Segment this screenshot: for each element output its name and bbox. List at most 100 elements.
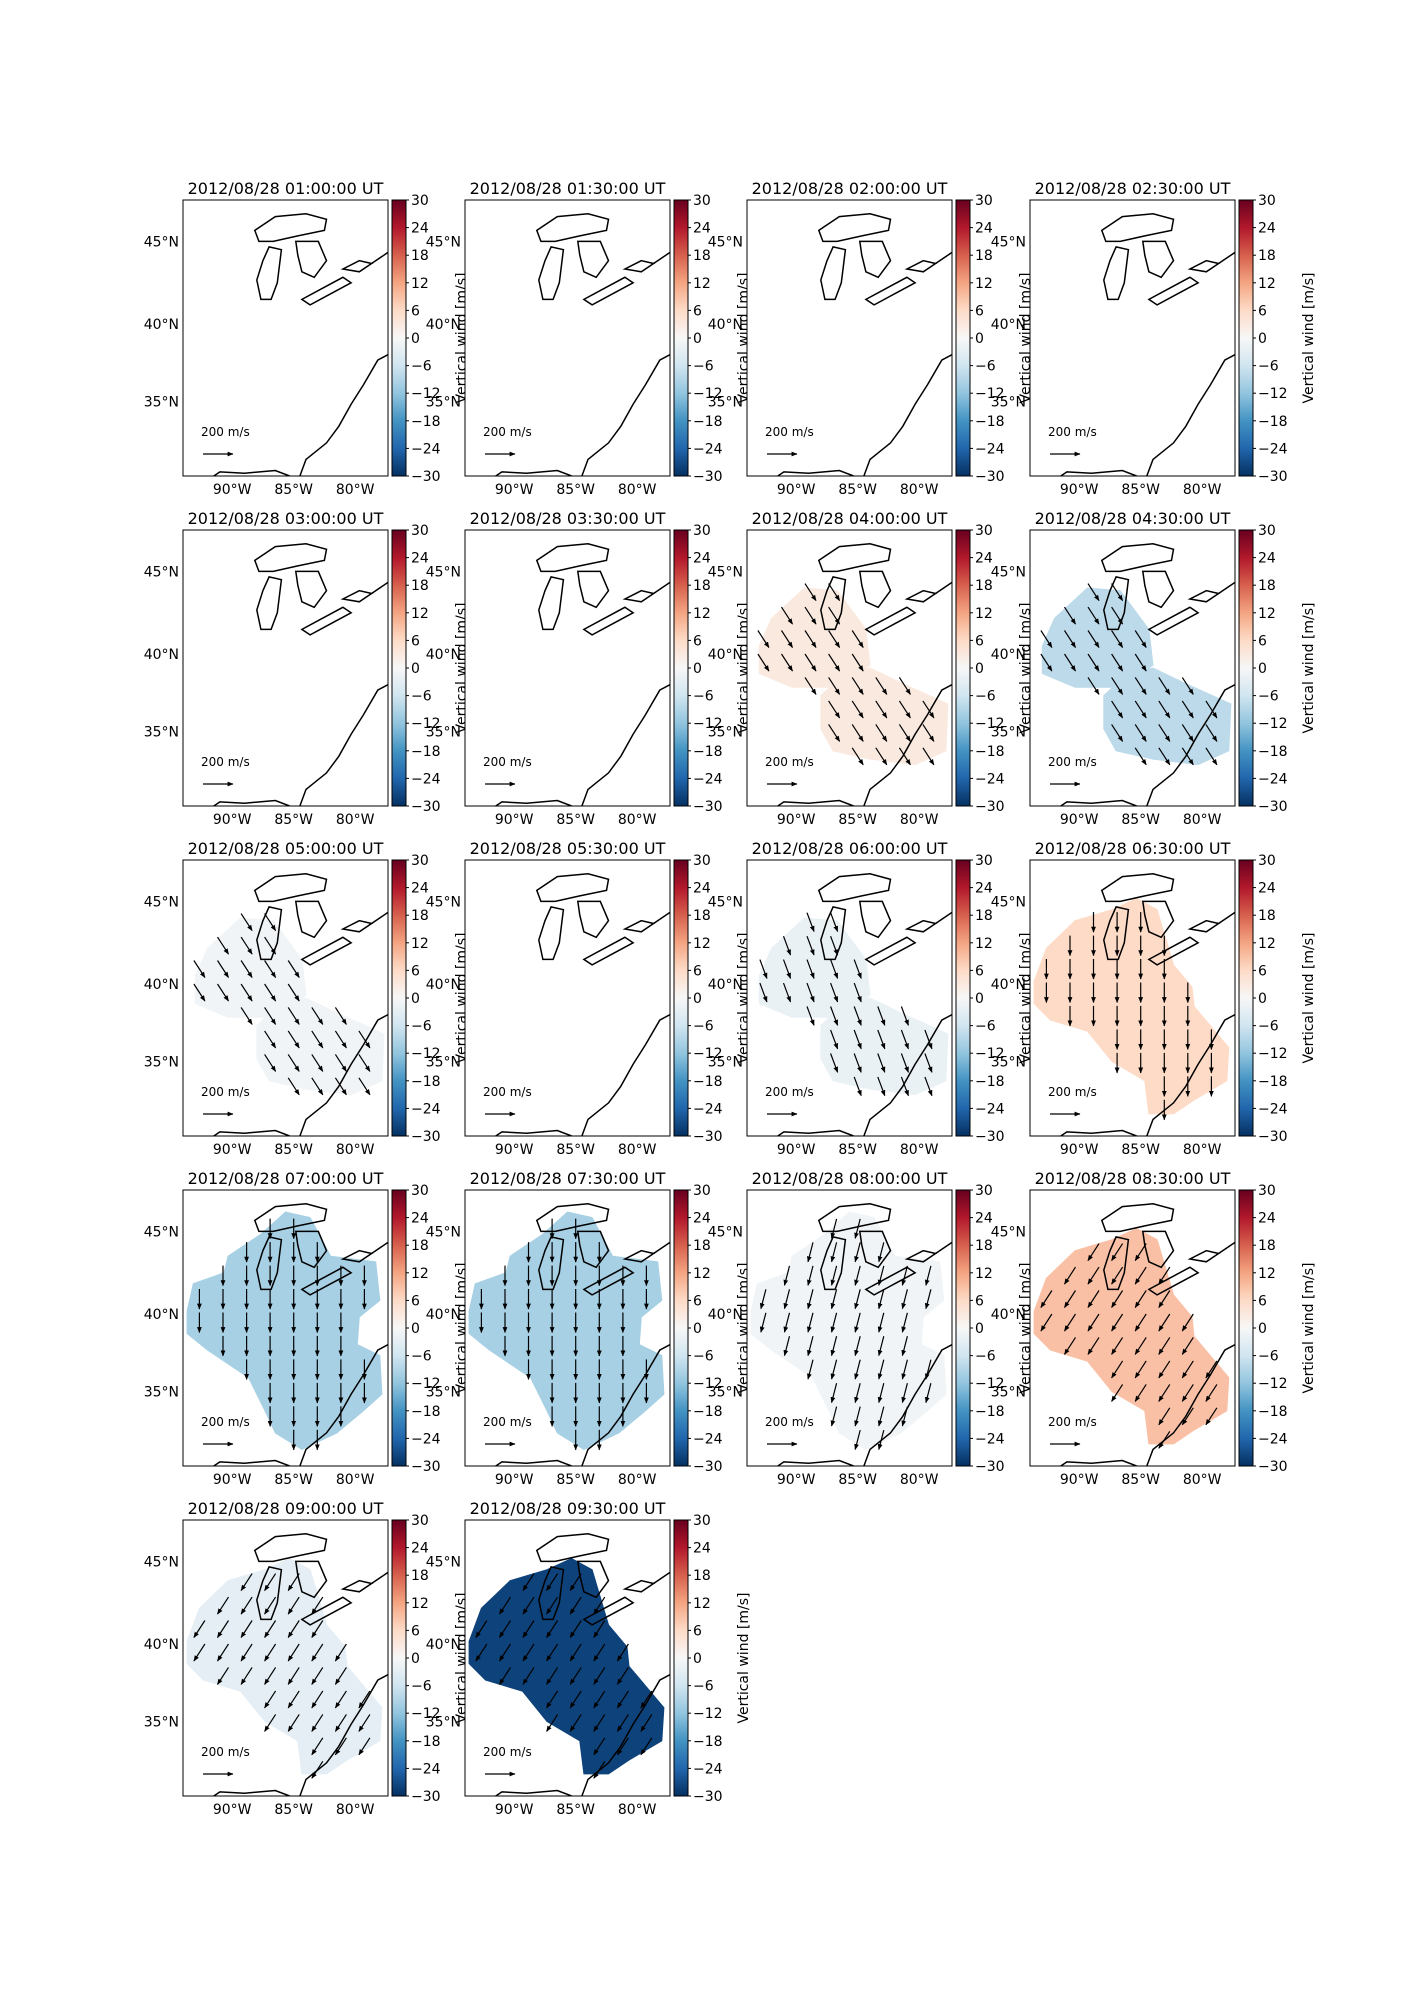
lon-label: 90°W — [495, 1142, 534, 1158]
lat-label: 35°N — [708, 724, 743, 740]
wind-arrow — [853, 982, 862, 1003]
wind-arrow — [311, 1077, 324, 1096]
colorbar-tick-label: 6 — [1258, 633, 1267, 649]
wind-arrow — [854, 1383, 861, 1404]
colorbar-tick-label: 18 — [975, 1238, 993, 1254]
lake-outline — [538, 246, 565, 301]
wind-arrow — [1181, 1337, 1194, 1355]
wind-arrow — [759, 959, 768, 979]
colorbar — [391, 1189, 407, 1467]
lon-label: 80°W — [900, 1472, 939, 1488]
wind-arrow — [287, 1077, 300, 1096]
colorbar-tick-label: 18 — [975, 578, 993, 594]
lon-label: 90°W — [213, 482, 252, 498]
wind-arrow — [1040, 630, 1053, 649]
wind-arrow — [593, 1643, 606, 1662]
colorbar — [1238, 859, 1254, 1137]
colorbar-tick-label: −30 — [1258, 1459, 1288, 1475]
lake-outline — [858, 900, 892, 939]
scale-arrow-label: 200 m/s — [201, 425, 250, 439]
map-frame — [746, 1189, 953, 1467]
colorbar-tick-label: −30 — [411, 1129, 441, 1145]
coastline — [1146, 353, 1235, 476]
colorbar-tick-label: −24 — [411, 1101, 441, 1117]
coastline — [581, 1343, 670, 1466]
lon-label: 80°W — [336, 482, 375, 498]
lake-outline — [1103, 246, 1130, 301]
colorbar-tick-label: 0 — [411, 1321, 420, 1337]
map-frame — [1029, 199, 1236, 477]
scale-arrow-label: 200 m/s — [765, 425, 814, 439]
map-frame — [1029, 529, 1236, 807]
lon-label: 90°W — [1060, 1472, 1099, 1488]
wind-arrow — [546, 1643, 559, 1662]
lat-label: 45°N — [426, 564, 461, 580]
lat-label: 45°N — [144, 1224, 179, 1240]
wind-arrow — [854, 1406, 861, 1427]
wind-arrow — [1181, 700, 1194, 719]
gulf-coastline — [495, 799, 572, 806]
wind-arrow — [1134, 747, 1147, 766]
river-outline — [1218, 911, 1235, 925]
wind-arrow — [522, 1620, 535, 1639]
wind-arrow — [1158, 677, 1171, 695]
colorbar-tick-label: −12 — [975, 1046, 1005, 1062]
wind-arrow — [311, 1007, 324, 1025]
plot-area — [747, 200, 952, 476]
lon-label: 85°W — [556, 482, 595, 498]
wind-arrow — [640, 1690, 653, 1709]
colorbar-label: Vertical wind [m/s] — [1301, 1263, 1317, 1394]
lake-outline — [256, 246, 283, 301]
wind-arrow — [1205, 747, 1218, 766]
lon-label: 90°W — [777, 1142, 816, 1158]
lon-label: 90°W — [213, 1802, 252, 1818]
colorbar-tick-label: 0 — [411, 1651, 420, 1667]
lat-label: 40°N — [144, 977, 179, 993]
lake-outline — [1100, 213, 1175, 243]
gulf-coastline — [495, 1129, 572, 1136]
gulf-coastline — [213, 1459, 290, 1466]
lon-label: 80°W — [618, 1472, 657, 1488]
wind-arrow — [1181, 1384, 1194, 1402]
map-frame — [464, 859, 671, 1137]
colorbar-tick-label: −18 — [1258, 414, 1288, 430]
colorbar-tick-label: −30 — [693, 799, 723, 815]
colorbar — [955, 859, 971, 1137]
wind-arrow — [1158, 1384, 1171, 1402]
lat-label: 35°N — [708, 1384, 743, 1400]
lake-outline — [253, 1203, 328, 1233]
colorbar-tick-label: 6 — [1258, 303, 1267, 319]
colorbar-tick-label: −18 — [1258, 744, 1288, 760]
gulf-coastline — [1060, 469, 1137, 476]
wind-arrow — [807, 1265, 814, 1286]
colorbar-tick-label: 30 — [411, 193, 429, 209]
colorbar-tick-label: 18 — [975, 248, 993, 264]
colorbar-tick-label: 0 — [1258, 1321, 1267, 1337]
wind-arrow — [546, 1690, 559, 1709]
wind-arrow — [1111, 1290, 1124, 1309]
colorbar-tick-label: 18 — [693, 1238, 711, 1254]
river-outline — [371, 251, 388, 265]
colorbar-tick-label: −18 — [411, 1074, 441, 1090]
lat-label: 40°N — [708, 977, 743, 993]
lat-label: 45°N — [991, 1224, 1026, 1240]
lake-outline — [1141, 570, 1175, 609]
wind-arrow — [806, 935, 815, 956]
colorbar — [673, 1519, 689, 1797]
lat-label: 40°N — [708, 647, 743, 663]
lat-label: 45°N — [991, 894, 1026, 910]
wind-arrow — [1181, 724, 1194, 742]
colorbar-tick-label: −6 — [975, 1349, 996, 1365]
scale-arrow-label: 200 m/s — [201, 1415, 250, 1429]
map-panel: 2012/08/28 07:30:00 UT 200 m/s 45°N 40°N 35°… — [426, 1169, 752, 1488]
wind-arrow — [1205, 700, 1218, 719]
river-outline — [371, 1571, 388, 1585]
wind-arrow — [1111, 1384, 1124, 1402]
wind-arrow — [901, 1336, 908, 1357]
lon-label: 85°W — [274, 1472, 313, 1488]
colorbar-tick-label: −24 — [693, 441, 723, 457]
colorbar-tick-label: 12 — [1258, 606, 1276, 622]
colorbar-tick-label: 0 — [693, 1321, 702, 1337]
wind-arrow — [877, 1242, 885, 1263]
wind-arrow — [877, 1006, 886, 1026]
